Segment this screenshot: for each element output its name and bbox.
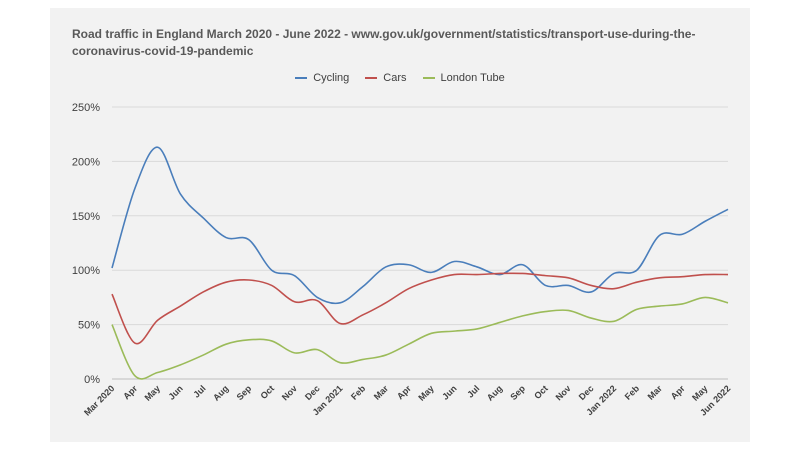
chart-legend: Cycling Cars London Tube bbox=[50, 72, 750, 84]
x-tick-label: May bbox=[690, 383, 709, 402]
chart-panel: Road traffic in England March 2020 - Jun… bbox=[50, 8, 750, 442]
x-tick-label: Aug bbox=[485, 383, 504, 402]
legend-label: London Tube bbox=[440, 72, 505, 84]
legend-swatch bbox=[295, 77, 308, 79]
x-tick-label: Jul bbox=[191, 383, 207, 399]
x-tick-label: Aug bbox=[211, 383, 230, 402]
x-tick-label: Apr bbox=[669, 383, 687, 401]
x-tick-label: Mar bbox=[372, 383, 391, 402]
line-chart: 0%50%100%150%200%250%Mar 2020 Apr May Jun Ju… bbox=[72, 102, 733, 418]
x-tick-label: Nov bbox=[280, 383, 299, 402]
x-tick-label: Sep bbox=[508, 383, 527, 402]
series-line-london-tube bbox=[111, 296, 729, 380]
y-tick-label: 50% bbox=[78, 320, 100, 332]
x-tick-label: Jul bbox=[465, 383, 481, 399]
x-tick-label: Mar bbox=[646, 383, 665, 402]
legend-item-london-tube: London Tube bbox=[422, 72, 505, 84]
x-tick-label: Feb bbox=[623, 383, 642, 402]
legend-swatch bbox=[365, 77, 378, 79]
x-tick-label: Nov bbox=[554, 383, 573, 402]
y-tick-label: 100% bbox=[72, 265, 100, 277]
legend-item-cycling: Cycling bbox=[295, 72, 349, 84]
legend-label: Cars bbox=[383, 72, 407, 84]
x-tick-label: Apr bbox=[395, 383, 413, 401]
x-tick-label: Dec bbox=[303, 383, 322, 402]
x-tick-label: Jun bbox=[166, 383, 184, 401]
x-tick-label: Oct bbox=[258, 383, 276, 401]
chart-title: Road traffic in England March 2020 - Jun… bbox=[72, 27, 696, 58]
x-tick-label: Mar 2020 bbox=[82, 383, 116, 417]
x-tick-label: Apr bbox=[121, 383, 139, 401]
x-tick-label: Jun bbox=[440, 383, 458, 401]
y-tick-label: 0% bbox=[84, 374, 100, 386]
y-tick-label: 150% bbox=[72, 211, 100, 223]
legend-swatch bbox=[422, 77, 435, 79]
x-tick-label: Dec bbox=[577, 383, 596, 402]
x-tick-label: May bbox=[416, 383, 435, 402]
legend-label: Cycling bbox=[313, 72, 350, 84]
y-tick-label: 200% bbox=[72, 156, 100, 168]
series-line-cars bbox=[111, 272, 729, 345]
y-tick-label: 250% bbox=[72, 102, 100, 114]
series-line-cycling bbox=[111, 146, 729, 305]
x-tick-label: Sep bbox=[235, 383, 254, 402]
x-tick-label: Oct bbox=[532, 383, 550, 401]
x-tick-label: May bbox=[143, 383, 162, 402]
x-tick-label: Feb bbox=[349, 383, 368, 402]
legend-item-cars: Cars bbox=[365, 72, 407, 84]
